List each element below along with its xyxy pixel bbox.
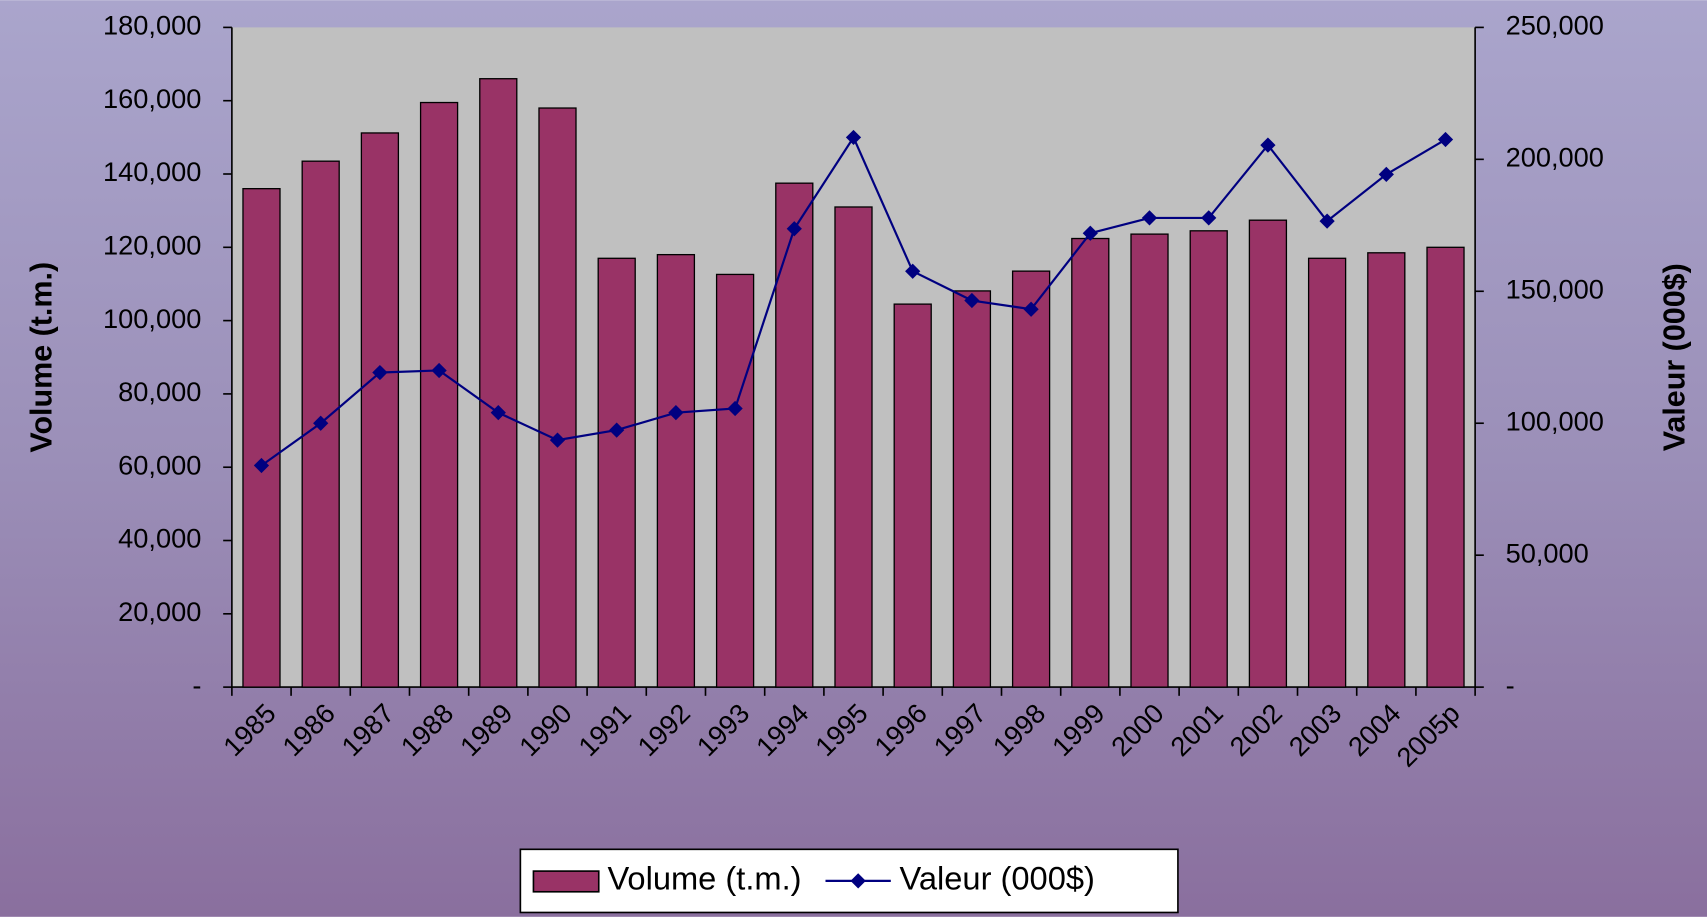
- legend-marker: [850, 873, 866, 889]
- marker: [253, 457, 270, 474]
- y-axis-title: Volume (t.m.): [25, 262, 59, 453]
- y2-tick-label: 50,000: [1506, 537, 1589, 568]
- bar: [242, 188, 281, 688]
- y-tick-label: 40,000: [118, 523, 201, 554]
- bar: [1071, 237, 1110, 688]
- marker: [431, 362, 447, 379]
- y2-tick-label: 200,000: [1506, 142, 1604, 173]
- y-tick-label: -: [192, 669, 201, 700]
- marker: [905, 263, 921, 279]
- bar: [479, 78, 518, 688]
- y-tick-label: 120,000: [103, 229, 201, 260]
- legend-box: [519, 848, 1179, 914]
- y-tick-label: 180,000: [103, 10, 201, 41]
- bar: [360, 132, 400, 688]
- marker: [1319, 213, 1335, 229]
- y-tick-label: 60,000: [118, 449, 201, 480]
- y-tick-label: 140,000: [103, 156, 201, 187]
- y-tick-label: 100,000: [103, 303, 201, 334]
- y2-tick-label: 100,000: [1506, 405, 1604, 436]
- marker: [786, 221, 802, 237]
- bar: [775, 182, 814, 688]
- bar: [1011, 270, 1051, 688]
- bar: [1307, 257, 1347, 688]
- y2-tick-label: -: [1506, 669, 1515, 700]
- y2-tick-label: 150,000: [1506, 273, 1604, 304]
- legend-label: Volume (t.m.): [607, 860, 801, 897]
- marker: [1023, 301, 1039, 317]
- y2-axis-title: Valeur (000$): [1658, 263, 1692, 451]
- bar: [1426, 246, 1465, 688]
- bar: [1248, 219, 1288, 688]
- y-tick-label: 160,000: [103, 83, 201, 114]
- marker: [1437, 131, 1454, 148]
- bar: [834, 206, 873, 688]
- marker: [1378, 166, 1394, 183]
- bar: [1189, 230, 1228, 688]
- bar: [952, 290, 992, 688]
- bar: [893, 303, 932, 688]
- marker: [1260, 137, 1276, 153]
- marker: [1201, 210, 1217, 226]
- y-tick-label: 20,000: [118, 596, 201, 627]
- marker: [609, 422, 625, 438]
- bar: [656, 253, 696, 688]
- marker: [313, 415, 329, 431]
- bar: [538, 107, 577, 688]
- bar: [419, 101, 459, 688]
- y-tick-label: 80,000: [118, 376, 201, 407]
- bar: [1130, 233, 1169, 688]
- marker: [490, 405, 506, 421]
- legend-label: Valeur (000$): [900, 860, 1095, 897]
- bar: [597, 257, 636, 688]
- bar: [1367, 252, 1406, 688]
- bar: [715, 273, 755, 688]
- marker: [1082, 225, 1098, 241]
- legend: Volume (t.m.) Valeur (000$): [519, 848, 1179, 914]
- y2-tick-label: 250,000: [1506, 10, 1604, 41]
- marker: [668, 405, 684, 421]
- legend-swatch: [532, 870, 600, 893]
- marker: [1141, 210, 1158, 226]
- marker: [372, 364, 388, 381]
